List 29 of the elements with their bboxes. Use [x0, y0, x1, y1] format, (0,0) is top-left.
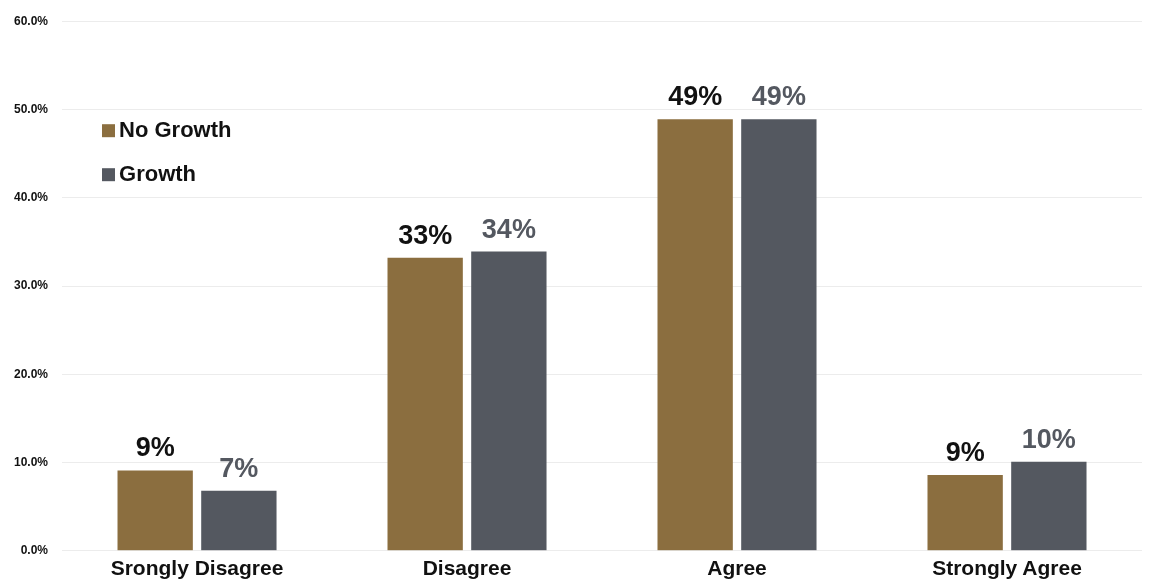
- bar: [201, 490, 277, 551]
- y-tick-label: 60.0%: [13, 13, 49, 28]
- x-tick-label: Strongly Agree: [932, 556, 1082, 580]
- x-tick-label: Agree: [707, 556, 767, 580]
- y-tick-label: 40.0%: [13, 190, 49, 205]
- y-tick-label: 10.0%: [13, 454, 49, 469]
- y-tick-label: 50.0%: [13, 101, 49, 116]
- data-label: 33%: [398, 219, 453, 250]
- y-tick-label: 20.0%: [13, 366, 49, 381]
- bar: [927, 474, 1003, 551]
- x-tick-label: Disagree: [422, 556, 512, 580]
- data-label: 7%: [219, 452, 259, 483]
- data-label: 10%: [1021, 423, 1076, 454]
- bar: [471, 251, 547, 551]
- bar: [657, 119, 733, 551]
- data-label: 49%: [751, 81, 806, 112]
- y-tick-label: 0.0%: [20, 543, 49, 558]
- legend-label: Growth: [119, 161, 197, 187]
- data-label: 49%: [668, 81, 723, 112]
- bar: [1011, 461, 1087, 551]
- bar: [387, 257, 463, 551]
- data-label: 9%: [945, 436, 985, 467]
- legend-label: No Growth: [119, 117, 232, 143]
- y-tick-label: 30.0%: [13, 278, 49, 293]
- data-label: 34%: [481, 213, 536, 244]
- data-label: 9%: [135, 432, 175, 463]
- bar: [117, 470, 193, 551]
- x-tick-label: Srongly Disagree: [110, 556, 284, 580]
- bar: [741, 119, 817, 551]
